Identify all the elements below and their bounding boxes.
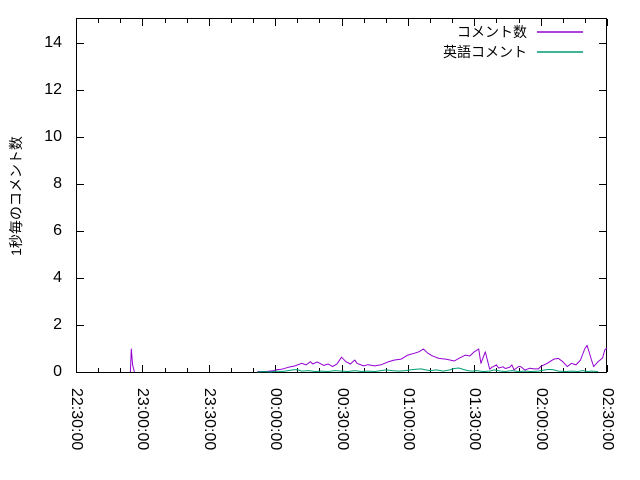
series-line-1 <box>257 367 599 373</box>
y-tick-label-12: 12 <box>44 81 62 98</box>
y-tick-label-2: 2 <box>53 316 62 333</box>
x-tick-label-02:00:00: 02:00:00 <box>532 388 550 451</box>
plot-border <box>76 18 607 373</box>
legend-label-english-comments: 英語コメント <box>443 44 527 60</box>
x-tick-label-02:30:00: 02:30:00 <box>599 388 616 451</box>
legend-label-comment-count: コメント数 <box>457 24 527 40</box>
x-tick-label-22:30:00: 22:30:00 <box>68 388 85 451</box>
y-tick-label-14: 14 <box>44 34 62 51</box>
y-tick-label-10: 10 <box>44 128 62 145</box>
x-tick-label-23:30:00: 23:30:00 <box>200 388 218 451</box>
x-tick-label-23:00:00: 23:00:00 <box>134 388 152 451</box>
x-tick-label-01:00:00: 01:00:00 <box>399 388 417 451</box>
x-tick-label-00:00:00: 00:00:00 <box>267 388 285 451</box>
y-tick-label-0: 0 <box>53 363 62 380</box>
y-tick-label-8: 8 <box>53 175 62 192</box>
y-tick-label-6: 6 <box>53 222 62 239</box>
y-tick-label-4: 4 <box>53 269 62 286</box>
series-line-0 <box>257 344 608 372</box>
x-tick-label-01:30:00: 01:30:00 <box>466 388 484 451</box>
series-line-0 <box>129 348 135 373</box>
x-tick-label-00:30:00: 00:30:00 <box>333 388 351 451</box>
